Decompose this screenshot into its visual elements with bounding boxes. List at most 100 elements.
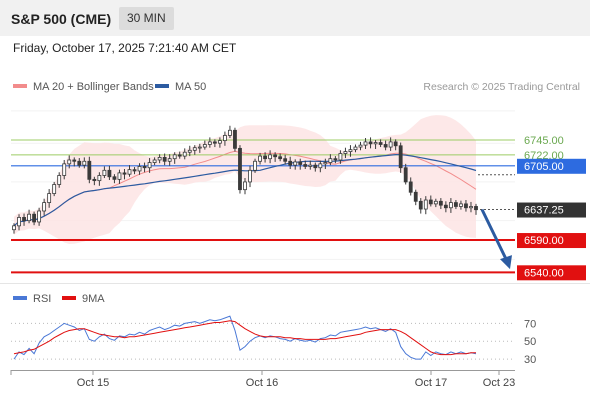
candle (328, 154, 333, 166)
candle (233, 127, 237, 152)
candle (107, 165, 112, 180)
candle (192, 145, 197, 155)
candle (373, 139, 378, 150)
candle (42, 198, 47, 216)
x-tick-label: Oct 15 (77, 377, 109, 389)
candle (122, 169, 127, 180)
legend-label-9ma: 9MA (82, 293, 105, 305)
candle (87, 156, 92, 184)
candle (132, 167, 137, 175)
support-label: 6590.00 (524, 235, 564, 247)
forecast-arrow-head (500, 255, 512, 270)
candle (383, 140, 388, 151)
legend-swatch-bb (13, 84, 27, 88)
candle (428, 195, 433, 207)
rsi-tick-label: 70 (524, 318, 536, 330)
instrument-title: S&P 500 (CME) (11, 11, 112, 27)
candle (27, 209, 31, 224)
pivot-label-box (517, 158, 586, 174)
candle (187, 145, 192, 157)
candle (388, 137, 393, 151)
candle (17, 214, 21, 231)
x-axis-line (11, 370, 515, 371)
resistance-label: 6745.00 (524, 135, 564, 147)
candle (217, 137, 222, 148)
candle (212, 139, 217, 148)
forecast-arrow-shaft (480, 208, 509, 262)
candle (157, 154, 162, 164)
candle (293, 159, 298, 170)
candle (238, 145, 242, 194)
candle (228, 125, 232, 139)
candle (172, 152, 177, 164)
candle (333, 156, 338, 164)
candle (313, 162, 318, 172)
support-label: 6540.00 (524, 267, 564, 279)
candle (92, 176, 97, 186)
candle (408, 177, 413, 196)
source-label: Research © 2025 Trading Central (423, 81, 580, 93)
candle (393, 139, 398, 151)
candle (82, 157, 87, 169)
candle (459, 200, 463, 210)
candle (248, 165, 252, 188)
candle (469, 201, 473, 213)
x-tick-label: Oct 17 (415, 377, 447, 389)
candle (273, 152, 278, 162)
candle (177, 151, 182, 159)
candle (152, 157, 157, 166)
candle (22, 213, 26, 226)
candle (207, 137, 212, 148)
candle (202, 140, 207, 150)
pivot-label: 6705.00 (524, 161, 564, 173)
candle (474, 203, 478, 215)
legend-label-bb: MA 20 + Bollinger Bands (33, 81, 154, 93)
legend-swatch-ma50 (155, 84, 169, 88)
support-label-box (517, 265, 586, 281)
price-levels (11, 139, 515, 274)
candle (102, 166, 107, 179)
candle (363, 138, 368, 150)
legend-swatch-9ma (62, 296, 76, 300)
candle (77, 158, 82, 168)
legend-label-rsi: RSI (33, 293, 51, 305)
header-bar: S&P 500 (CME) 30 MIN (0, 0, 590, 36)
candle (67, 155, 72, 169)
candle (343, 147, 348, 159)
current-price-box (517, 202, 586, 218)
candle (448, 198, 453, 213)
candle (464, 200, 468, 212)
candle (353, 144, 358, 153)
candle (348, 145, 353, 157)
candle (318, 160, 323, 173)
candle (268, 150, 273, 164)
candle (72, 157, 77, 167)
candle (323, 158, 328, 170)
candle (433, 198, 438, 208)
datetime-label: Friday, October 17, 2025 7:21:40 AM CET (13, 41, 237, 55)
rsi-tick-label: 50 (524, 336, 536, 348)
candle (253, 158, 257, 173)
support-label-box (517, 233, 586, 249)
rsi-tick-label: 30 (524, 354, 536, 366)
candle (398, 142, 403, 173)
candle (438, 198, 443, 210)
candle (288, 156, 293, 170)
x-tick-label: Oct 23 (483, 377, 515, 389)
level-labels: 6745.006722.006705.006637.256590.006540.… (517, 135, 586, 281)
candle (32, 211, 36, 226)
candle (127, 165, 132, 177)
candle (223, 131, 227, 146)
candle (403, 163, 408, 185)
candle (52, 181, 57, 197)
candle (258, 152, 262, 165)
candle (278, 153, 283, 162)
x-tick-label: Oct 16 (246, 377, 278, 389)
timeframe-badge[interactable]: 30 MIN (119, 7, 174, 30)
candle (308, 160, 313, 170)
candle (338, 150, 343, 164)
current-price-label: 6637.25 (524, 205, 564, 217)
candle (368, 137, 373, 149)
rsi-line (13, 315, 477, 360)
